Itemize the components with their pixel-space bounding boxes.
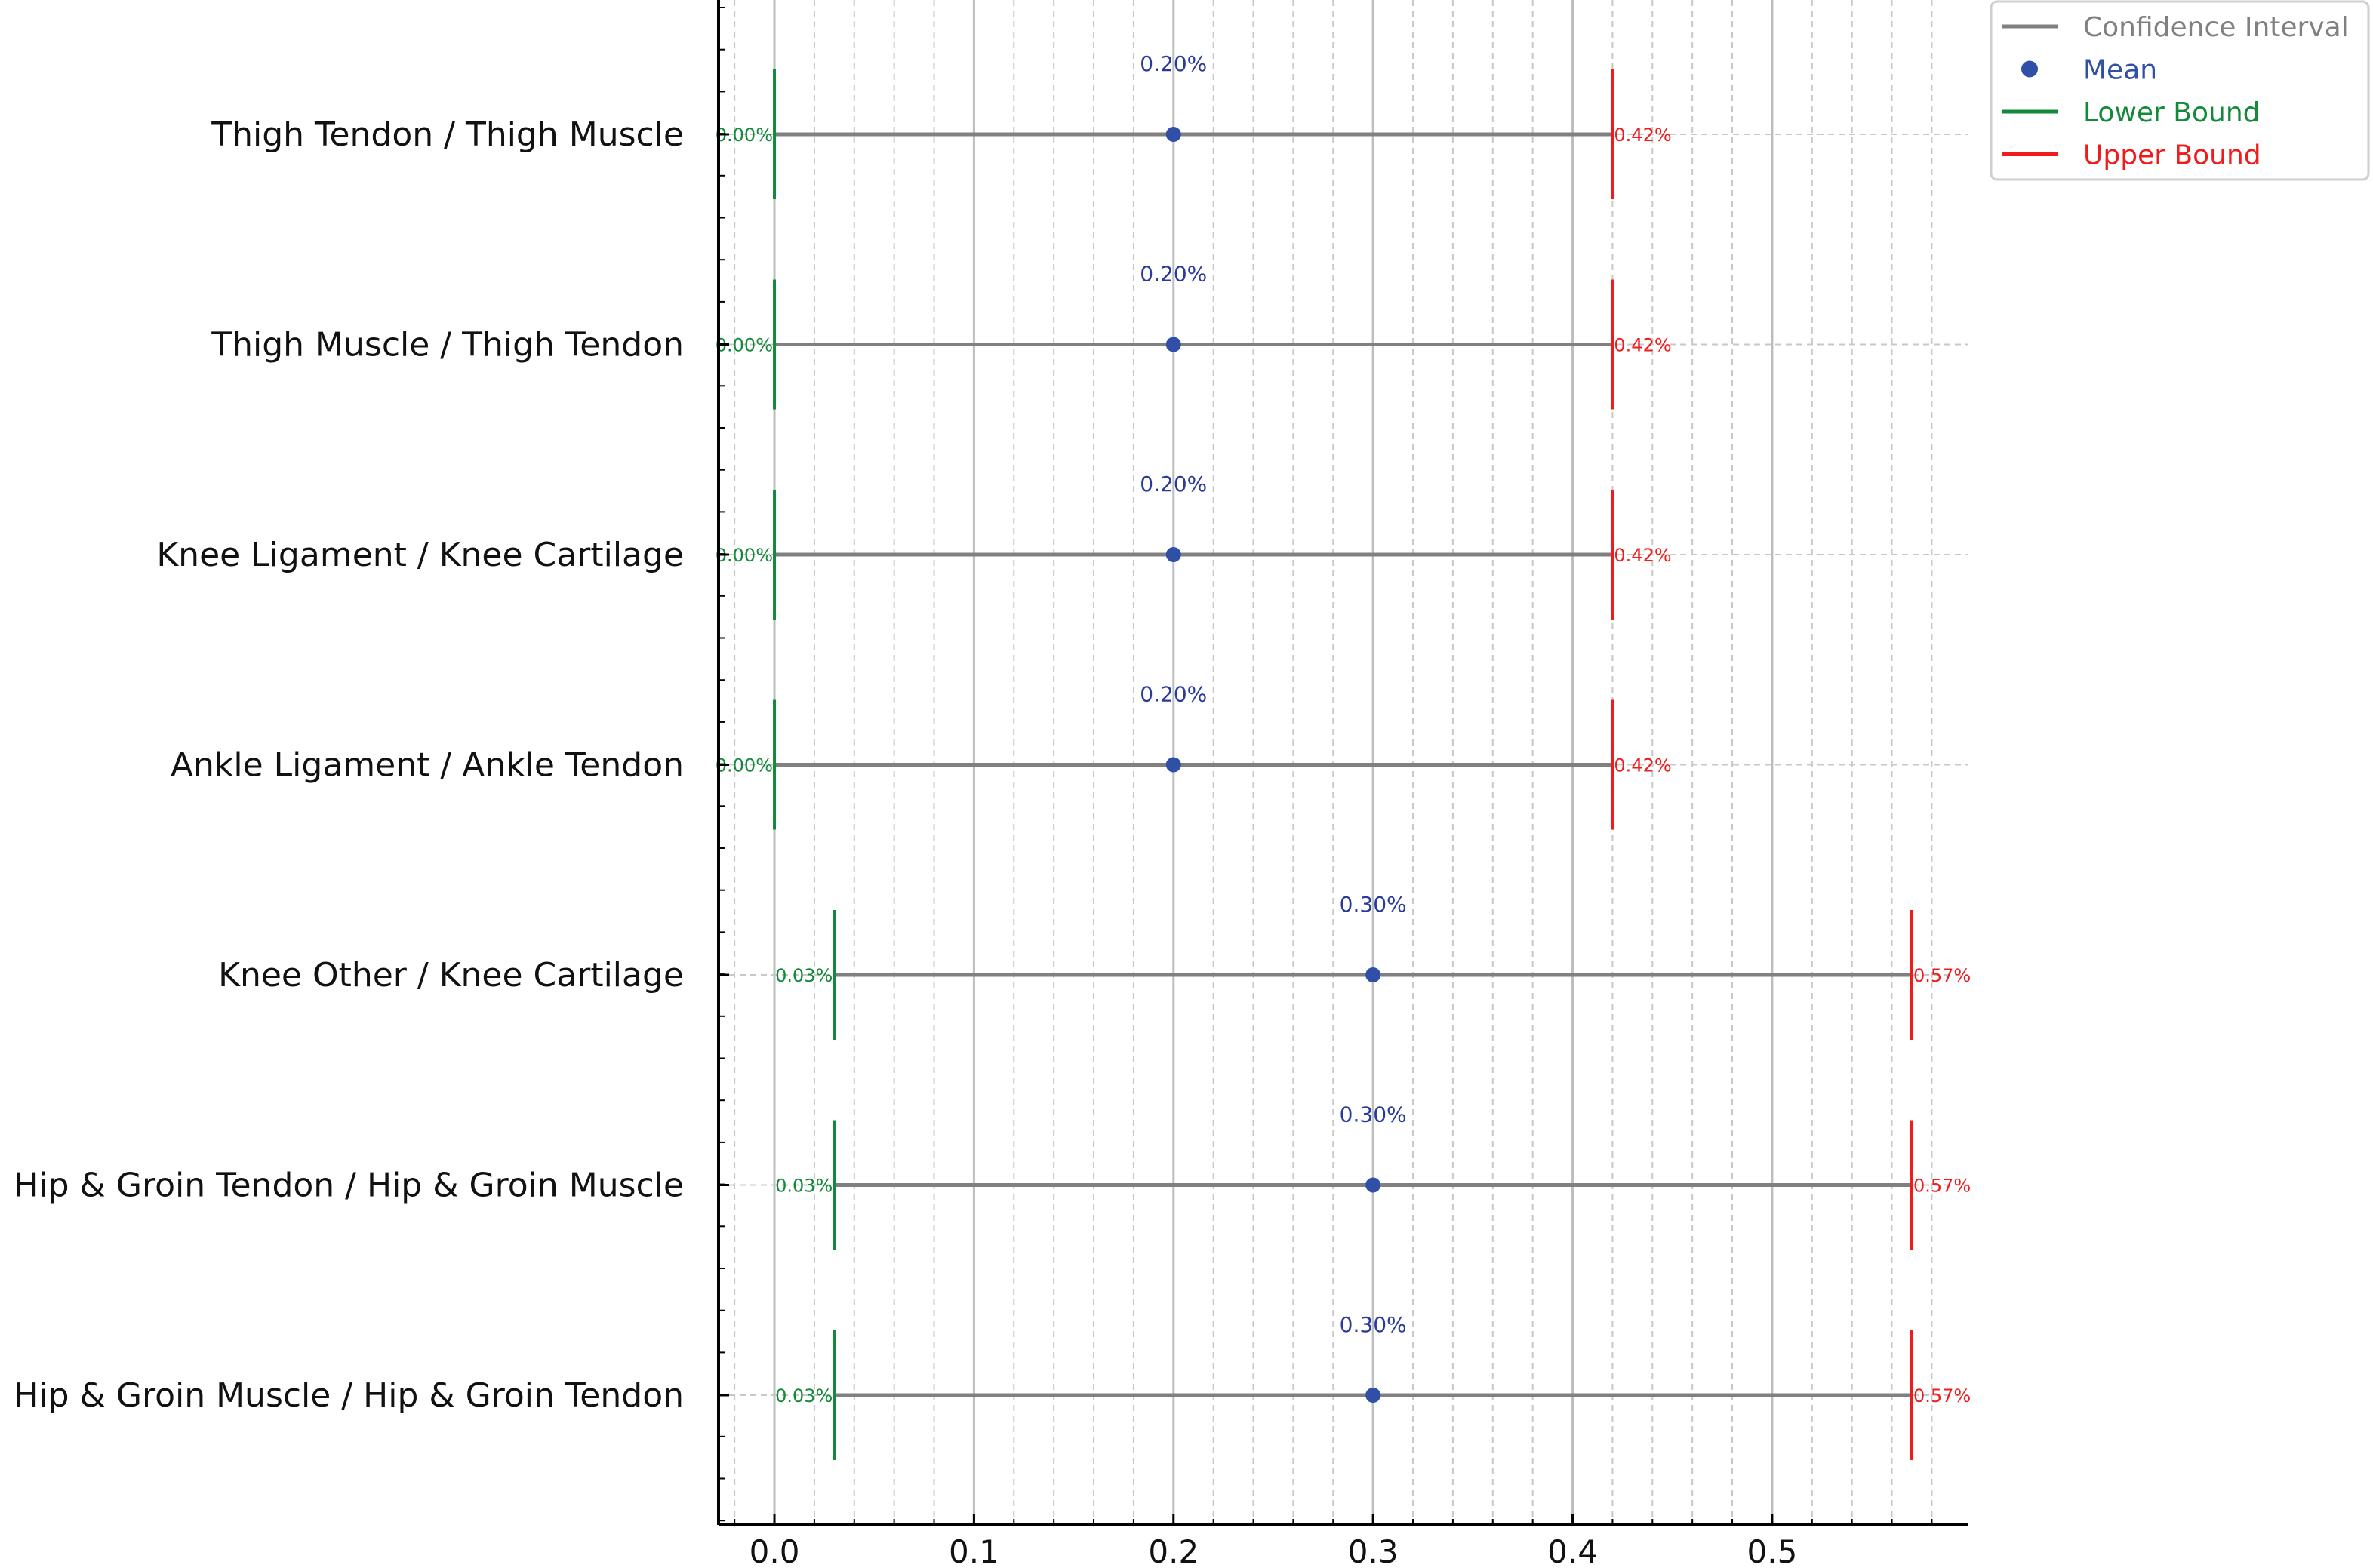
y-tick-label: Knee Other / Knee Cartilage (218, 956, 684, 995)
mean-label: 0.20% (1140, 262, 1207, 287)
legend-swatch-1 (2021, 60, 2038, 78)
upper-bound-label: 0.42% (1614, 125, 1671, 146)
y-tick-label: Thigh Tendon / Thigh Muscle (211, 115, 684, 154)
mean-label: 0.30% (1340, 1102, 1407, 1127)
upper-bound-label: 0.42% (1614, 755, 1671, 776)
mean-label: 0.20% (1140, 472, 1207, 497)
legend: Confidence Interval Mean Lower Bound Upper … (1990, 0, 2370, 181)
upper-bound-label: 0.57% (1913, 1385, 1971, 1407)
grid (719, 0, 1968, 1525)
lower-bound-label: 0.03% (775, 965, 833, 986)
legend-label: Confidence Interval (2083, 12, 2349, 43)
legend-label: Mean (2083, 55, 2157, 86)
mean-point (1165, 127, 1181, 142)
x-tick-label: 0.2 (1148, 1533, 1199, 1565)
mean-point (1365, 967, 1381, 982)
upper-bound-label: 0.57% (1913, 1176, 1971, 1197)
mean-point (1165, 337, 1181, 352)
x-tick-label: 0.3 (1348, 1533, 1399, 1565)
mean-label: 0.30% (1340, 892, 1407, 917)
lower-bound-label: 0.03% (775, 1176, 833, 1197)
mean-point (1165, 757, 1181, 773)
interval-rows: 0.20%0.00% 0.42%0.20%0.00% 0.42%0.20%0.00%… (716, 51, 1971, 1460)
legend-box (1990, 0, 2370, 181)
y-tick-label: Ankle Ligament / Ankle Tendon (171, 746, 684, 785)
mean-label: 0.20% (1140, 51, 1207, 76)
mean-label: 0.30% (1340, 1312, 1407, 1337)
y-tick-label: Hip & Groin Tendon / Hip & Groin Muscle (14, 1167, 684, 1205)
legend-label: Lower Bound (2083, 97, 2261, 128)
x-tick-label: 0.4 (1547, 1533, 1598, 1565)
axes: Thigh Tendon / Thigh Muscle Thigh Muscle … (14, 0, 1968, 1568)
upper-bound-label: 0.42% (1614, 545, 1671, 566)
legend-label: Upper Bound (2083, 140, 2261, 171)
y-tick-label: Hip & Groin Muscle / Hip & Groin Tendon (14, 1376, 684, 1415)
x-tick-label: 0.1 (949, 1533, 999, 1565)
y-tick-label: Knee Ligament / Knee Cartilage (156, 536, 684, 574)
x-tick-label: 0.5 (1747, 1533, 1798, 1565)
y-tick-label: Thigh Muscle / Thigh Tendon (211, 326, 684, 364)
upper-bound-label: 0.42% (1614, 335, 1671, 356)
mean-point (1365, 1388, 1381, 1403)
upper-bound-label: 0.57% (1913, 965, 1971, 986)
lower-bound-label: 0.03% (775, 1385, 833, 1407)
mean-label: 0.20% (1140, 682, 1207, 707)
mean-point (1365, 1177, 1381, 1193)
mean-point (1165, 547, 1181, 562)
x-tick-label: 0.0 (749, 1533, 800, 1565)
